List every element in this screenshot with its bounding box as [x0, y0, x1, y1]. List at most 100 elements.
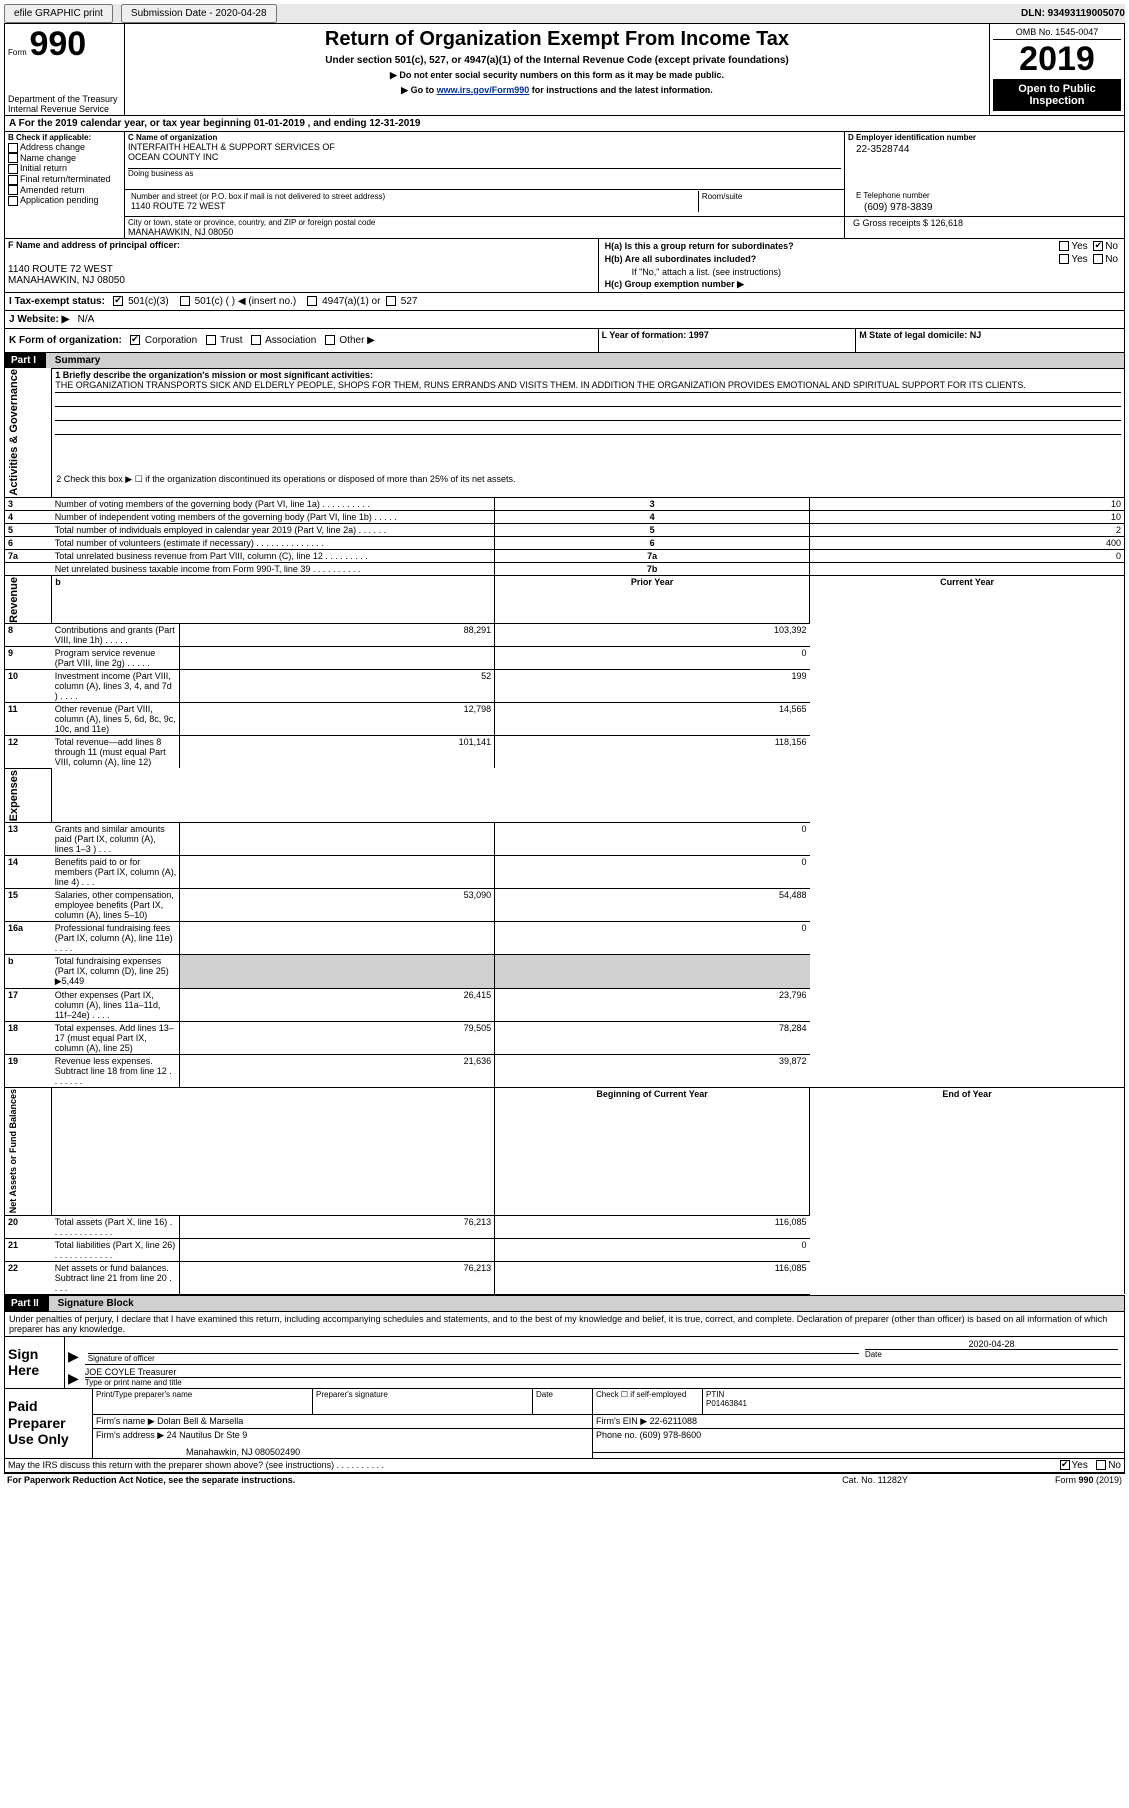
501c3-checkbox[interactable]: [113, 296, 123, 306]
table-row: 22 Net assets or fund balances. Subtract…: [5, 1261, 1125, 1294]
dln-label: DLN: 93493119005070: [1021, 8, 1125, 19]
table-row: 16a Professional fundraising fees (Part …: [5, 922, 1125, 955]
table-row: Net unrelated business taxable income fr…: [5, 562, 1125, 575]
table-row: 21 Total liabilities (Part X, line 26) .…: [5, 1238, 1125, 1261]
amended-checkbox[interactable]: [8, 185, 18, 195]
submission-date-button[interactable]: Submission Date - 2020-04-28: [121, 4, 277, 23]
table-row: 3 Number of voting members of the govern…: [5, 497, 1125, 510]
table-row: 7a Total unrelated business revenue from…: [5, 549, 1125, 562]
4947-checkbox[interactable]: [307, 296, 317, 306]
final-return-label: Final return/terminated: [20, 174, 111, 184]
page-footer: For Paperwork Reduction Act Notice, see …: [4, 1474, 1125, 1486]
block-f-label: F Name and address of principal officer:: [8, 240, 595, 250]
trust-label: Trust: [220, 335, 242, 346]
hb-no-checkbox[interactable]: [1093, 254, 1103, 264]
firm-addr2: Manahawkin, NJ 080502490: [96, 1441, 589, 1457]
other-checkbox[interactable]: [325, 335, 335, 345]
discuss-no: No: [1108, 1460, 1121, 1471]
paid-preparer-label: Paid Preparer Use Only: [8, 1398, 89, 1448]
block-k-label: K Form of organization:: [9, 335, 122, 346]
final-return-checkbox[interactable]: [8, 175, 18, 185]
open-inspection: Open to Public Inspection: [993, 79, 1121, 111]
table-row: 18 Total expenses. Add lines 13–17 (must…: [5, 1022, 1125, 1055]
hdr-eoy: End of Year: [810, 1088, 1125, 1215]
sign-here-label: Sign Here: [8, 1346, 61, 1378]
501c-label: 501(c) ( ) ◀ (insert no.): [195, 296, 297, 307]
discuss-yes-checkbox[interactable]: [1060, 1460, 1070, 1470]
phone-value: (609) 978-3839: [848, 200, 1121, 215]
firm-ein-label: Firm's EIN ▶: [596, 1416, 647, 1426]
table-row: 14 Benefits paid to or for members (Part…: [5, 856, 1125, 889]
discuss-yes: Yes: [1072, 1460, 1088, 1471]
prep-name-label: Print/Type preparer's name: [96, 1390, 309, 1399]
side-exp: Expenses: [8, 770, 20, 821]
table-row: 19 Revenue less expenses. Subtract line …: [5, 1055, 1125, 1088]
sig-date-val: 2020-04-28: [865, 1339, 1118, 1349]
trust-checkbox[interactable]: [206, 335, 216, 345]
table-row: b Total fundraising expenses (Part IX, c…: [5, 955, 1125, 989]
sig-officer-label: Signature of officer: [88, 1353, 859, 1363]
ptin-label: PTIN: [706, 1390, 1121, 1399]
table-row: 8 Contributions and grants (Part VIII, l…: [5, 624, 1125, 647]
top-bar: efile GRAPHIC print Submission Date - 20…: [4, 4, 1125, 23]
sig-date-label: Date: [865, 1349, 1118, 1359]
name-change-checkbox[interactable]: [8, 153, 18, 163]
firm-name: Dolan Bell & Marsella: [157, 1416, 243, 1426]
ptin-value: P01463841: [706, 1399, 1121, 1408]
firm-name-label: Firm's name ▶: [96, 1416, 155, 1426]
org-name-1: INTERFAITH HEALTH & SUPPORT SERVICES OF: [128, 142, 841, 152]
527-checkbox[interactable]: [386, 296, 396, 306]
officer-addr2: MANAHAWKIN, NJ 08050: [8, 275, 595, 286]
ein-value: 22-3528744: [848, 142, 1121, 157]
form990-link[interactable]: www.irs.gov/Form990: [437, 85, 530, 95]
ij-block: I Tax-exempt status: 501(c)(3) 501(c) ( …: [4, 293, 1125, 329]
omb-number: OMB No. 1545-0047: [993, 25, 1121, 40]
hb-yes-checkbox[interactable]: [1059, 254, 1069, 264]
ha-yes-checkbox[interactable]: [1059, 241, 1069, 251]
ha-no: No: [1105, 241, 1118, 252]
table-row: 5 Total number of individuals employed i…: [5, 523, 1125, 536]
subtitle-2: ▶ Do not enter social security numbers o…: [135, 70, 979, 81]
table-row: 6 Total number of volunteers (estimate i…: [5, 536, 1125, 549]
app-pending-checkbox[interactable]: [8, 196, 18, 206]
firm-ein: 22-6211088: [650, 1416, 697, 1426]
self-employed-label: Check ☐ if self-employed: [596, 1390, 699, 1399]
declaration: Under penalties of perjury, I declare th…: [4, 1312, 1125, 1337]
q1-label: 1 Briefly describe the organization's mi…: [55, 370, 1121, 380]
501c-checkbox[interactable]: [180, 296, 190, 306]
pra-notice: For Paperwork Reduction Act Notice, see …: [4, 1474, 775, 1486]
table-row: 9 Program service revenue (Part VIII, li…: [5, 647, 1125, 670]
initial-return-checkbox[interactable]: [8, 164, 18, 174]
table-row: 4 Number of independent voting members o…: [5, 510, 1125, 523]
addr-label: Number and street (or P.O. box if mail i…: [131, 192, 695, 201]
org-name-2: OCEAN COUNTY INC: [128, 152, 841, 162]
corp-checkbox[interactable]: [130, 335, 140, 345]
hdr-boy: Beginning of Current Year: [495, 1088, 810, 1215]
part1-header-row: Part I Summary: [4, 353, 1125, 368]
cat-no: Cat. No. 11282Y: [775, 1474, 975, 1486]
discuss-no-checkbox[interactable]: [1096, 1460, 1106, 1470]
klm-block: K Form of organization: Corporation Trus…: [4, 329, 1125, 353]
table-row: 15 Salaries, other compensation, employe…: [5, 889, 1125, 922]
irs-label: Internal Revenue Service: [8, 104, 121, 114]
block-e-label: E Telephone number: [848, 191, 1121, 200]
form-word: Form: [8, 48, 27, 57]
officer-addr1: 1140 ROUTE 72 WEST: [8, 264, 595, 275]
table-row: 20 Total assets (Part X, line 16) . . . …: [5, 1215, 1125, 1238]
table-row: 13 Grants and similar amounts paid (Part…: [5, 823, 1125, 856]
firm-addr-label: Firm's address ▶: [96, 1430, 164, 1440]
discuss-row: May the IRS discuss this return with the…: [4, 1459, 1125, 1474]
hb-note: If "No," attach a list. (see instruction…: [632, 267, 781, 277]
discuss-text: May the IRS discuss this return with the…: [5, 1459, 985, 1473]
efile-print-button[interactable]: efile GRAPHIC print: [4, 4, 113, 23]
ha-label: H(a) Is this a group return for subordin…: [605, 241, 794, 251]
form-number: 990: [29, 25, 86, 63]
ha-no-checkbox[interactable]: [1093, 241, 1103, 251]
period-a: A For the 2019 calendar year, or tax yea…: [4, 116, 1125, 132]
other-label: Other ▶: [339, 335, 374, 346]
block-b-label: B Check if applicable:: [8, 133, 121, 142]
assoc-checkbox[interactable]: [251, 335, 261, 345]
table-row: 17 Other expenses (Part IX, column (A), …: [5, 989, 1125, 1022]
side-rev: Revenue: [8, 577, 20, 623]
addr-change-checkbox[interactable]: [8, 143, 18, 153]
